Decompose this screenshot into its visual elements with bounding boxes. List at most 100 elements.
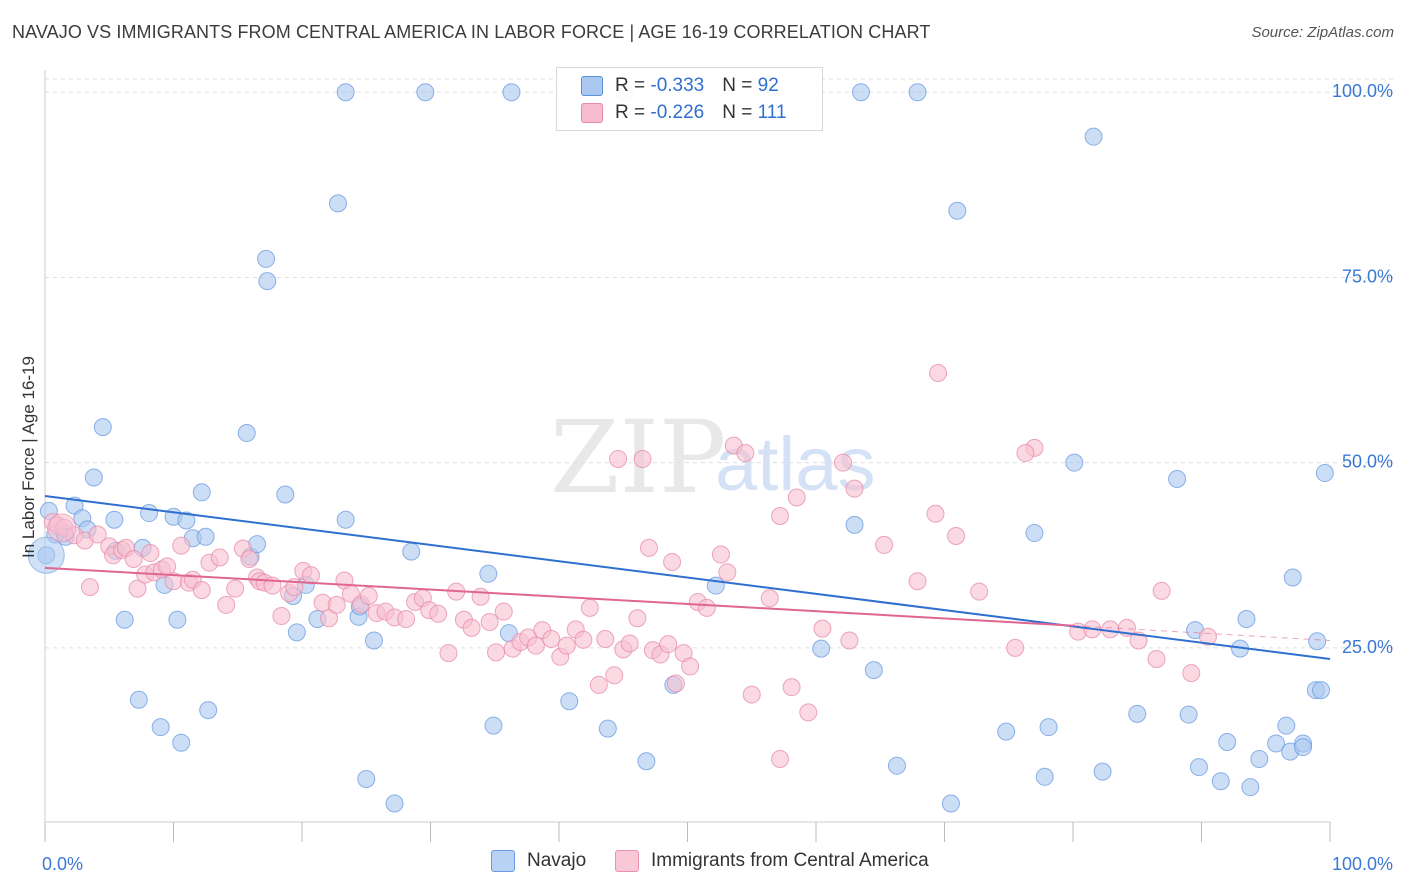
- central-america-point: [574, 630, 593, 649]
- central-america-point: [947, 527, 966, 546]
- legend-n-value: 92: [757, 75, 779, 96]
- axes: 25.0% 50.0% 75.0% 100.0% 0.0% 100.0%: [42, 70, 1393, 874]
- navajo-point: [172, 733, 191, 752]
- trend-lines: [44, 495, 1331, 660]
- navajo-point: [948, 201, 967, 220]
- central-america-point: [628, 609, 647, 628]
- navajo-point: [402, 542, 421, 561]
- navajo-point: [1189, 758, 1208, 777]
- navajo-point: [287, 623, 306, 642]
- chart-title: NAVAJO VS IMMIGRANTS FROM CENTRAL AMERIC…: [12, 22, 931, 42]
- navajo-point: [1211, 772, 1230, 791]
- y-tick-label: 50.0%: [1342, 452, 1393, 472]
- central-america-point: [47, 513, 77, 543]
- series-legend-navajo[interactable]: Navajo: [491, 850, 586, 872]
- y-axis-label: In Labor Force | Age 16-19: [19, 356, 38, 558]
- navajo-point: [1315, 464, 1334, 483]
- central-america-point: [359, 587, 378, 606]
- navajo-point: [192, 483, 211, 502]
- central-america-point: [711, 545, 730, 564]
- central-america-point: [589, 675, 608, 694]
- central-america-point: [663, 552, 682, 571]
- navajo-point: [357, 770, 376, 789]
- central-america-point: [605, 666, 624, 685]
- legend-n-label: N =: [722, 102, 758, 123]
- navajo-point: [1179, 705, 1198, 724]
- central-america-point: [487, 643, 506, 662]
- navajo-point: [812, 639, 831, 658]
- series-swatch-navajo: [491, 850, 515, 872]
- navajo-point: [129, 690, 148, 709]
- navajo-point: [258, 272, 277, 291]
- central-america-point: [124, 549, 143, 568]
- central-america-point: [970, 582, 989, 601]
- central-america-points: [43, 364, 1217, 769]
- central-america-point: [633, 449, 652, 468]
- central-america-point: [681, 657, 700, 676]
- navajo-point: [997, 722, 1016, 741]
- series-swatch-central-america: [615, 850, 639, 872]
- central-america-point: [813, 619, 832, 638]
- central-america-point: [319, 609, 338, 628]
- central-america-point: [782, 678, 801, 697]
- navajo-point: [598, 719, 617, 738]
- navajo-point: [105, 510, 124, 529]
- navajo-point: [1035, 767, 1054, 786]
- central-america-point: [787, 488, 806, 507]
- legend-r-value: -0.226: [650, 102, 705, 123]
- central-america-point: [771, 750, 790, 769]
- navajo-point: [1237, 609, 1256, 628]
- central-america-point: [771, 507, 790, 526]
- central-america-point: [210, 548, 229, 567]
- navajo-point: [1084, 127, 1103, 146]
- x-tick-label: 0.0%: [42, 854, 83, 874]
- series-legend-central-america[interactable]: Immigrants from Central America: [615, 850, 929, 872]
- central-america-point: [462, 618, 481, 637]
- legend-r-label: R =: [615, 75, 651, 96]
- central-america-point: [666, 674, 685, 693]
- navajo-point: [416, 83, 435, 102]
- navajo-point: [199, 701, 218, 720]
- central-america-point: [929, 364, 948, 383]
- central-america-trend-extension: [1072, 625, 1331, 641]
- central-america-point: [908, 572, 927, 591]
- central-america-point: [128, 579, 147, 598]
- navajo-point: [1250, 750, 1269, 769]
- legend-row-central-america: R = -0.226 N = 111: [581, 100, 787, 126]
- legend-row-navajo: R = -0.333 N = 92: [581, 73, 779, 99]
- legend-swatch-central-america: [581, 103, 603, 123]
- central-america-point: [596, 630, 615, 649]
- navajo-point: [941, 794, 960, 813]
- navajo-point: [1093, 762, 1112, 781]
- legend-n-label: N =: [722, 75, 758, 96]
- navajo-point: [140, 504, 159, 523]
- central-america-point: [1016, 444, 1035, 463]
- navajo-point: [336, 83, 355, 102]
- central-america-point: [580, 598, 599, 617]
- central-america-point: [840, 631, 859, 650]
- navajo-point: [1312, 681, 1331, 700]
- central-america-point: [1006, 638, 1025, 657]
- navajo-point: [908, 83, 927, 102]
- series-legend: Navajo Immigrants from Central America: [0, 850, 1406, 878]
- central-america-point: [272, 607, 291, 626]
- central-america-point: [926, 504, 945, 523]
- navajo-point: [328, 194, 347, 213]
- navajo-point: [385, 794, 404, 813]
- navajo-point: [1283, 568, 1302, 587]
- central-america-point: [659, 635, 678, 654]
- central-america-point: [226, 579, 245, 598]
- series-label-navajo: Navajo: [527, 850, 587, 871]
- navajo-point: [27, 536, 65, 574]
- navajo-points: [27, 83, 1334, 813]
- central-america-point: [301, 566, 320, 585]
- central-america-point: [240, 549, 259, 568]
- central-america-point: [88, 525, 107, 544]
- central-america-point: [80, 578, 99, 597]
- central-america-point: [480, 612, 499, 631]
- y-tick-label: 25.0%: [1342, 637, 1393, 657]
- navajo-point: [84, 468, 103, 487]
- navajo-point: [1168, 469, 1187, 488]
- navajo-point: [1218, 732, 1237, 751]
